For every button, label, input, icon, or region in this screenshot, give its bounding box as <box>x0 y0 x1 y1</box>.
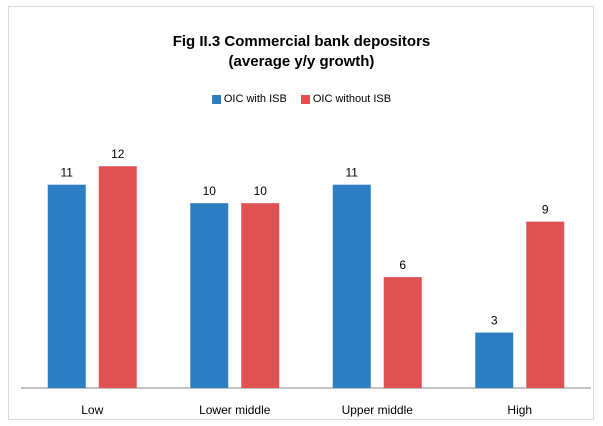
bar-oic-without-isb-low <box>98 166 137 388</box>
legend-swatch-oic-with-isb <box>211 94 221 104</box>
bar-oic-with-isb-lower-middle <box>190 203 229 388</box>
chart-legend: OIC with ISB OIC without ISB <box>0 93 603 105</box>
bar-oic-without-isb-high <box>526 221 565 388</box>
x-tick-label-high: High <box>507 403 532 417</box>
data-label-oic-without-isb-low: 12 <box>111 147 125 161</box>
bar-oic-with-isb-upper-middle <box>332 184 371 388</box>
data-label-oic-without-isb-lower-middle: 10 <box>254 184 268 198</box>
legend-item-oic-with-isb: OIC with ISB <box>211 93 287 105</box>
legend-label-oic-with-isb: OIC with ISB <box>223 93 287 105</box>
data-label-oic-with-isb-low: 11 <box>61 166 74 180</box>
data-label-oic-with-isb-high: 3 <box>491 314 498 328</box>
data-label-oic-without-isb-high: 9 <box>542 203 549 217</box>
data-label-oic-with-isb-upper-middle: 11 <box>346 166 359 180</box>
chart-subtitle: (average y/y growth) <box>228 53 375 70</box>
x-tick-label-upper-middle: Upper middle <box>342 403 414 417</box>
bar-oic-without-isb-upper-middle <box>383 277 422 388</box>
legend-label-oic-without-isb: OIC without ISB <box>312 93 392 105</box>
bar-oic-with-isb-high <box>475 332 514 388</box>
chart-title: Fig II.3 Commercial bank depositors <box>172 33 431 50</box>
data-label-oic-without-isb-upper-middle: 6 <box>399 258 406 272</box>
x-tick-label-lower-middle: Lower middle <box>199 403 271 417</box>
bar-oic-with-isb-low <box>47 184 86 388</box>
data-label-oic-with-isb-lower-middle: 10 <box>203 184 217 198</box>
x-tick-label-low: Low <box>81 403 103 417</box>
legend-swatch-oic-without-isb <box>300 94 310 104</box>
bar-oic-without-isb-lower-middle <box>241 203 280 388</box>
legend-item-oic-without-isb: OIC without ISB <box>300 93 392 105</box>
